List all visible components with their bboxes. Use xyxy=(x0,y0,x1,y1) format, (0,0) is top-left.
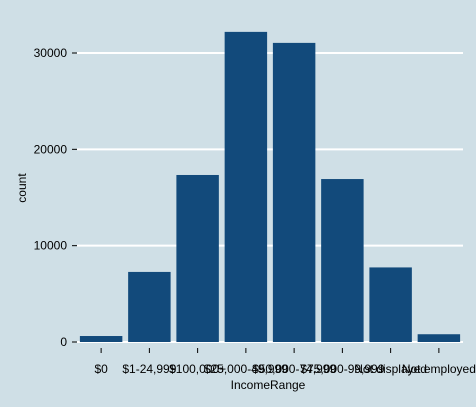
y-tick-label: 0 xyxy=(60,335,67,349)
y-tick-label: 30000 xyxy=(34,46,68,60)
x-tick-label: $0 xyxy=(94,362,108,376)
bar xyxy=(79,336,123,342)
bar xyxy=(176,174,219,342)
x-tick-label: Not displayed xyxy=(354,362,427,376)
y-tick-label: 20000 xyxy=(34,142,68,156)
bar xyxy=(369,267,412,342)
x-tick-label: $75,000-99,999 xyxy=(300,362,384,376)
bar xyxy=(417,334,461,342)
x-axis: $0 $1-24,999$100,000+$25,000-49,999$50,00… xyxy=(94,348,476,376)
bar xyxy=(224,31,268,343)
bar xyxy=(128,271,171,342)
x-tick-label: $100,000+ xyxy=(169,362,226,376)
x-tick-label: Not employed xyxy=(402,362,476,376)
y-axis: 0 10000 20000 30000 xyxy=(34,46,77,349)
bar xyxy=(272,42,316,342)
bar xyxy=(321,179,364,342)
y-axis-title: count xyxy=(15,173,29,203)
x-tick-label: $25,000-49,999 xyxy=(204,362,288,376)
bars xyxy=(79,31,461,343)
x-axis-title: IncomeRange xyxy=(231,378,306,392)
y-tick-label: 10000 xyxy=(34,239,68,253)
x-tick-label: $1-24,999 xyxy=(122,362,176,376)
x-tick-label: $50,000-74,999 xyxy=(252,362,336,376)
